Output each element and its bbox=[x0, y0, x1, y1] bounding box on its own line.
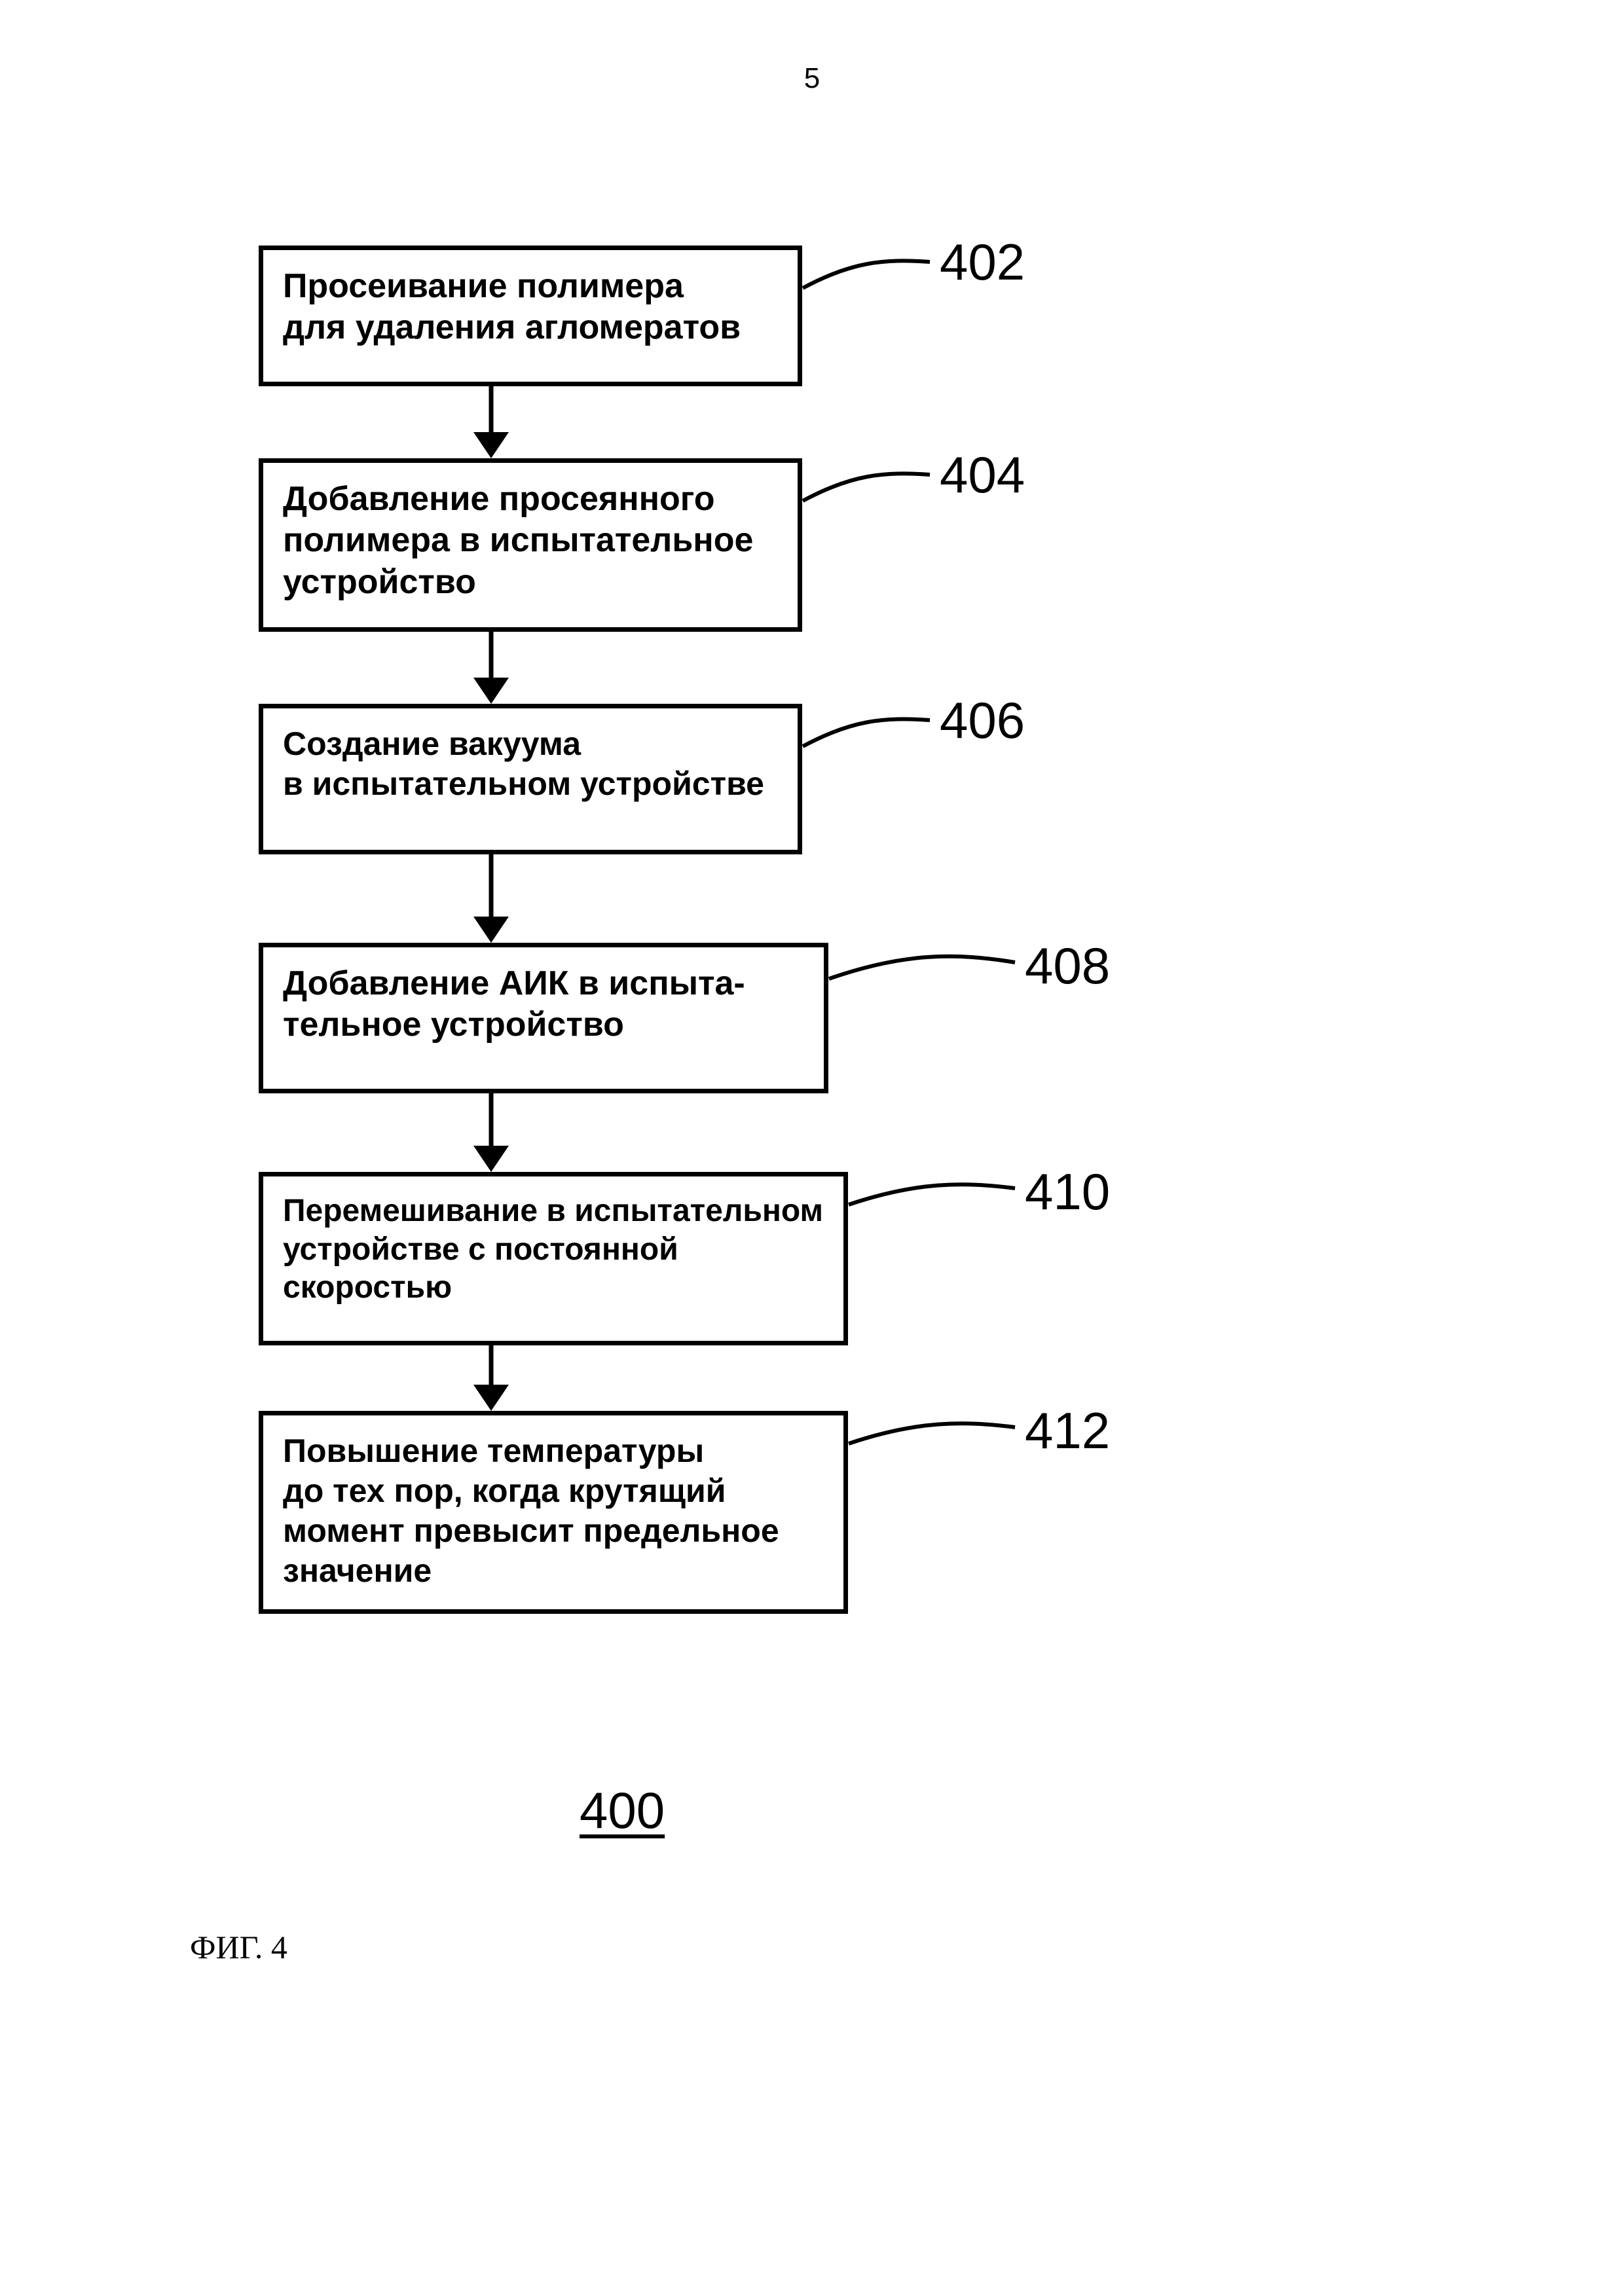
flow-step-404: Добавление просеянногополимера в испытат… bbox=[259, 458, 802, 632]
flow-step-402: Просеивание полимерадля удаления агломер… bbox=[259, 246, 802, 386]
ref-label-410: 410 bbox=[1025, 1162, 1110, 1222]
figure-number: 400 bbox=[580, 1781, 665, 1840]
flow-step-410: Перемешивание в испытательномустройстве … bbox=[259, 1172, 848, 1345]
flow-step-412: Повышение температурыдо тех пор, когда к… bbox=[259, 1411, 848, 1614]
figure-caption: ФИГ. 4 bbox=[190, 1928, 287, 1966]
flow-step-408: Добавление АИК в испыта-тельное устройст… bbox=[259, 943, 828, 1093]
ref-label-408: 408 bbox=[1025, 936, 1110, 996]
ref-label-412: 412 bbox=[1025, 1401, 1110, 1461]
page-number: 5 bbox=[0, 62, 1624, 95]
ref-label-404: 404 bbox=[940, 445, 1025, 505]
flow-step-406: Создание вакуумав испытательном устройст… bbox=[259, 704, 802, 854]
ref-label-406: 406 bbox=[940, 691, 1025, 750]
ref-label-402: 402 bbox=[940, 232, 1025, 292]
patent-figure-page: 5 Просеивание полимерадля удаления аглом… bbox=[0, 0, 1624, 2296]
